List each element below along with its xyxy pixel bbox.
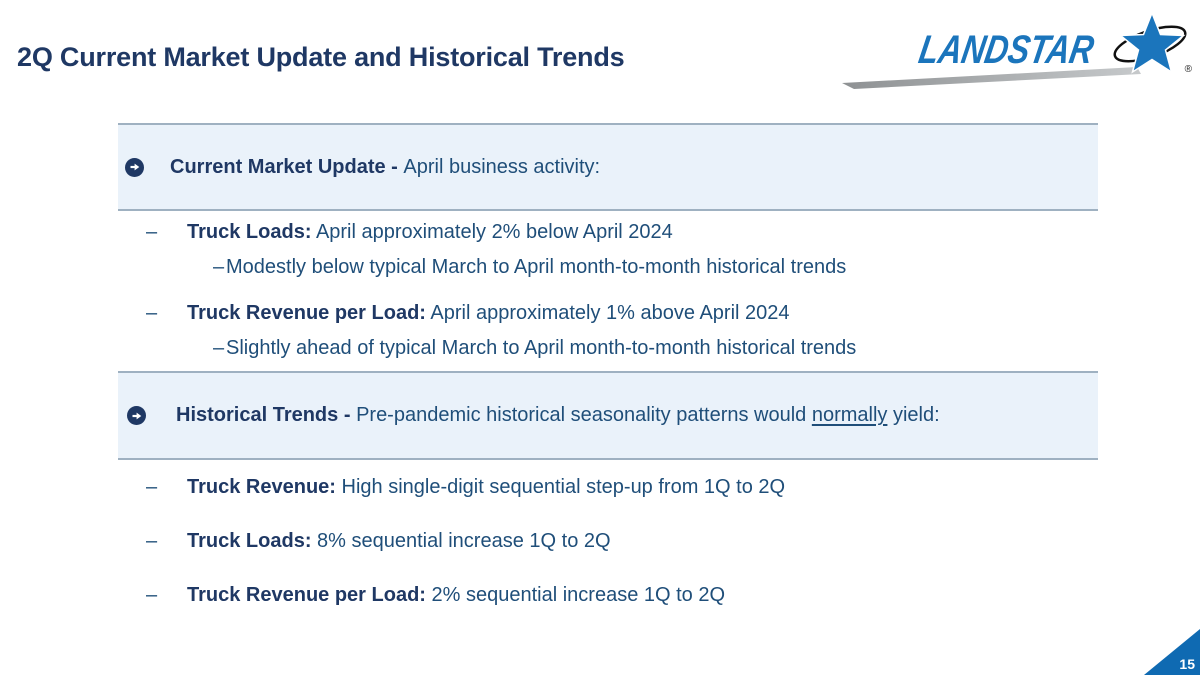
section-heading-post: yield: bbox=[887, 404, 940, 426]
bullet-truck-revenue-per-load-april: – Truck Revenue per Load: April approxim… bbox=[146, 302, 790, 325]
section-heading-bold: Historical Trends - bbox=[176, 404, 357, 426]
bullet-text: Truck Loads: 8% sequential increase 1Q t… bbox=[187, 530, 611, 553]
bullet-label: Truck Loads: bbox=[187, 221, 312, 243]
section-header-historical-trends: Historical Trends - Pre-pandemic histori… bbox=[118, 371, 1098, 460]
bullet-detail: April approximately 1% above April 2024 bbox=[425, 302, 790, 324]
page-number: 15 bbox=[1179, 656, 1195, 672]
circle-arrow-bullet-icon bbox=[125, 157, 144, 177]
bullet-detail: April approximately 2% below April 2024 bbox=[311, 221, 673, 243]
bullet-detail: 2% sequential increase 1Q to 2Q bbox=[425, 584, 726, 606]
section-heading-bold: Current Market Update - bbox=[170, 155, 404, 178]
bullet-revenue-per-load-seasonality: – Truck Revenue per Load: 2% sequential … bbox=[146, 584, 725, 607]
dash-bullet: – bbox=[146, 530, 158, 552]
section-heading-pre: Pre-pandemic historical seasonality patt… bbox=[356, 404, 812, 426]
dash-bullet: – bbox=[213, 256, 225, 278]
bullet-label: Truck Revenue: bbox=[187, 476, 336, 498]
bullet-truck-revenue-seasonality: – Truck Revenue: High single-digit seque… bbox=[146, 476, 785, 499]
bullet-text: Modestly below typical March to April mo… bbox=[226, 256, 847, 278]
logo-swoosh bbox=[842, 67, 1141, 89]
section-heading-text: Historical Trends - Pre-pandemic histori… bbox=[176, 404, 940, 427]
bullet-truck-loads-seasonality: – Truck Loads: 8% sequential increase 1Q… bbox=[146, 530, 611, 553]
dash-bullet: – bbox=[146, 221, 158, 243]
bullet-label: Truck Revenue per Load: bbox=[187, 584, 426, 606]
bullet-text: Truck Loads: April approximately 2% belo… bbox=[187, 221, 673, 244]
bullet-text: Truck Revenue per Load: 2% sequential in… bbox=[187, 584, 725, 607]
subbullet-revenue-per-load-trend: – Slightly ahead of typical March to Apr… bbox=[213, 337, 856, 360]
bullet-text: Truck Revenue: High single-digit sequent… bbox=[187, 476, 785, 499]
corner-triangle bbox=[1144, 629, 1200, 675]
registered-trademark-icon: ® bbox=[1184, 64, 1192, 75]
page-title: 2Q Current Market Update and Historical … bbox=[17, 42, 625, 72]
bullet-truck-loads-april: – Truck Loads: April approximately 2% be… bbox=[146, 221, 673, 244]
bullet-label: Truck Revenue per Load: bbox=[187, 302, 426, 324]
bullet-label: Truck Loads: bbox=[187, 530, 312, 552]
bullet-detail: High single-digit sequential step-up fro… bbox=[335, 476, 786, 498]
bullet-text: Slightly ahead of typical March to April… bbox=[226, 337, 857, 359]
landstar-star-icon bbox=[1113, 10, 1187, 74]
section-heading-rest: April business activity: bbox=[403, 155, 601, 178]
dash-bullet: – bbox=[146, 584, 158, 606]
circle-arrow-bullet-icon bbox=[127, 406, 146, 425]
bullet-detail: 8% sequential increase 1Q to 2Q bbox=[311, 530, 611, 552]
underlined-word: normally bbox=[811, 404, 888, 426]
dash-bullet: – bbox=[213, 337, 225, 359]
slide-body: Current Market Update - April business a… bbox=[118, 0, 1098, 675]
dash-bullet: – bbox=[146, 302, 158, 324]
landstar-logo: LANDSTAR ® bbox=[838, 8, 1192, 94]
section-header-current-market-update: Current Market Update - April business a… bbox=[118, 123, 1098, 211]
bullet-text: Truck Revenue per Load: April approximat… bbox=[187, 302, 790, 325]
dash-bullet: – bbox=[146, 476, 158, 498]
section-heading-text: Current Market Update - April business a… bbox=[170, 156, 600, 179]
subbullet-truck-loads-trend: – Modestly below typical March to April … bbox=[213, 256, 846, 279]
